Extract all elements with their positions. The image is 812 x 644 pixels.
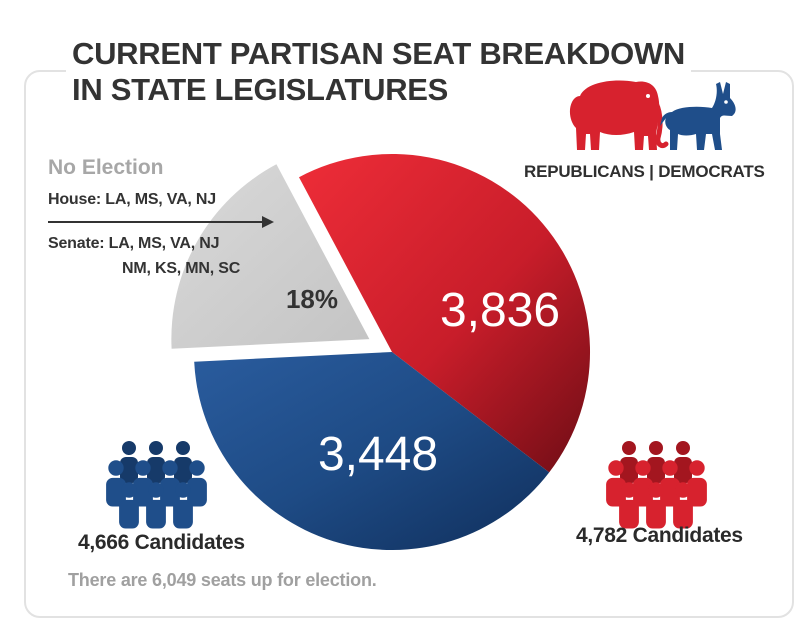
- pie-slice-no-election: [171, 164, 370, 349]
- party-legend: REPUBLICANS | DEMOCRATS: [524, 162, 765, 181]
- person-head: [675, 482, 691, 498]
- person-body: [160, 477, 180, 507]
- person-body: [619, 499, 639, 529]
- person-head: [608, 460, 624, 476]
- person-body: [146, 499, 166, 529]
- person-body: [647, 457, 665, 483]
- person-body: [174, 457, 192, 483]
- person-body: [673, 499, 693, 529]
- chart-title-line-2: IN STATE LEGISLATURES: [66, 72, 455, 108]
- person-body: [674, 457, 692, 483]
- person-body: [687, 477, 707, 507]
- person-body: [147, 457, 165, 483]
- person-head: [149, 441, 163, 455]
- person-body: [120, 457, 138, 483]
- person-head: [622, 441, 636, 455]
- person-body: [660, 477, 680, 507]
- person-head: [176, 441, 190, 455]
- elephant-icon: [569, 80, 669, 150]
- person-head: [162, 460, 178, 476]
- person-head: [121, 482, 137, 498]
- person-body: [187, 477, 207, 507]
- chart-title-line-1: CURRENT PARTISAN SEAT BREAKDOWN: [66, 36, 691, 72]
- person-head: [621, 482, 637, 498]
- person-head: [175, 482, 191, 498]
- no-election-senate-line-1: Senate: LA, MS, VA, NJ: [48, 235, 220, 252]
- person-head: [689, 460, 705, 476]
- person-head: [189, 460, 205, 476]
- people-icon-democrats: [106, 441, 207, 529]
- republican-candidates-label: 4,782 Candidates: [576, 524, 743, 547]
- person-head: [676, 441, 690, 455]
- person-body: [606, 477, 626, 507]
- person-head: [122, 441, 136, 455]
- person-body: [133, 477, 153, 507]
- pie-slice-republicans: [299, 153, 591, 473]
- democrat-candidates-label: 4,666 Candidates: [78, 531, 245, 554]
- person-body: [646, 499, 666, 529]
- people-icon-republicans: [606, 441, 707, 529]
- slice-label-democrats: 3,448: [318, 428, 438, 481]
- person-head: [135, 460, 151, 476]
- footnote: There are 6,049 seats up for election.: [68, 570, 377, 590]
- slice-label-no-election: 18%: [286, 284, 338, 314]
- pie-slice-democrats: [194, 352, 550, 551]
- person-head: [108, 460, 124, 476]
- no-election-title: No Election: [48, 156, 164, 179]
- person-head: [649, 441, 663, 455]
- donkey-icon: [660, 82, 736, 150]
- person-head: [648, 482, 664, 498]
- no-election-arrow: [48, 216, 274, 228]
- no-election-house: House: LA, MS, VA, NJ: [48, 191, 216, 208]
- person-body: [119, 499, 139, 529]
- slice-label-republicans: 3,836: [440, 284, 560, 337]
- person-body: [106, 477, 126, 507]
- person-body: [620, 457, 638, 483]
- person-head: [662, 460, 678, 476]
- no-election-senate-line-2: NM, KS, MN, SC: [122, 260, 241, 277]
- person-head: [148, 482, 164, 498]
- person-head: [635, 460, 651, 476]
- person-body: [633, 477, 653, 507]
- person-body: [173, 499, 193, 529]
